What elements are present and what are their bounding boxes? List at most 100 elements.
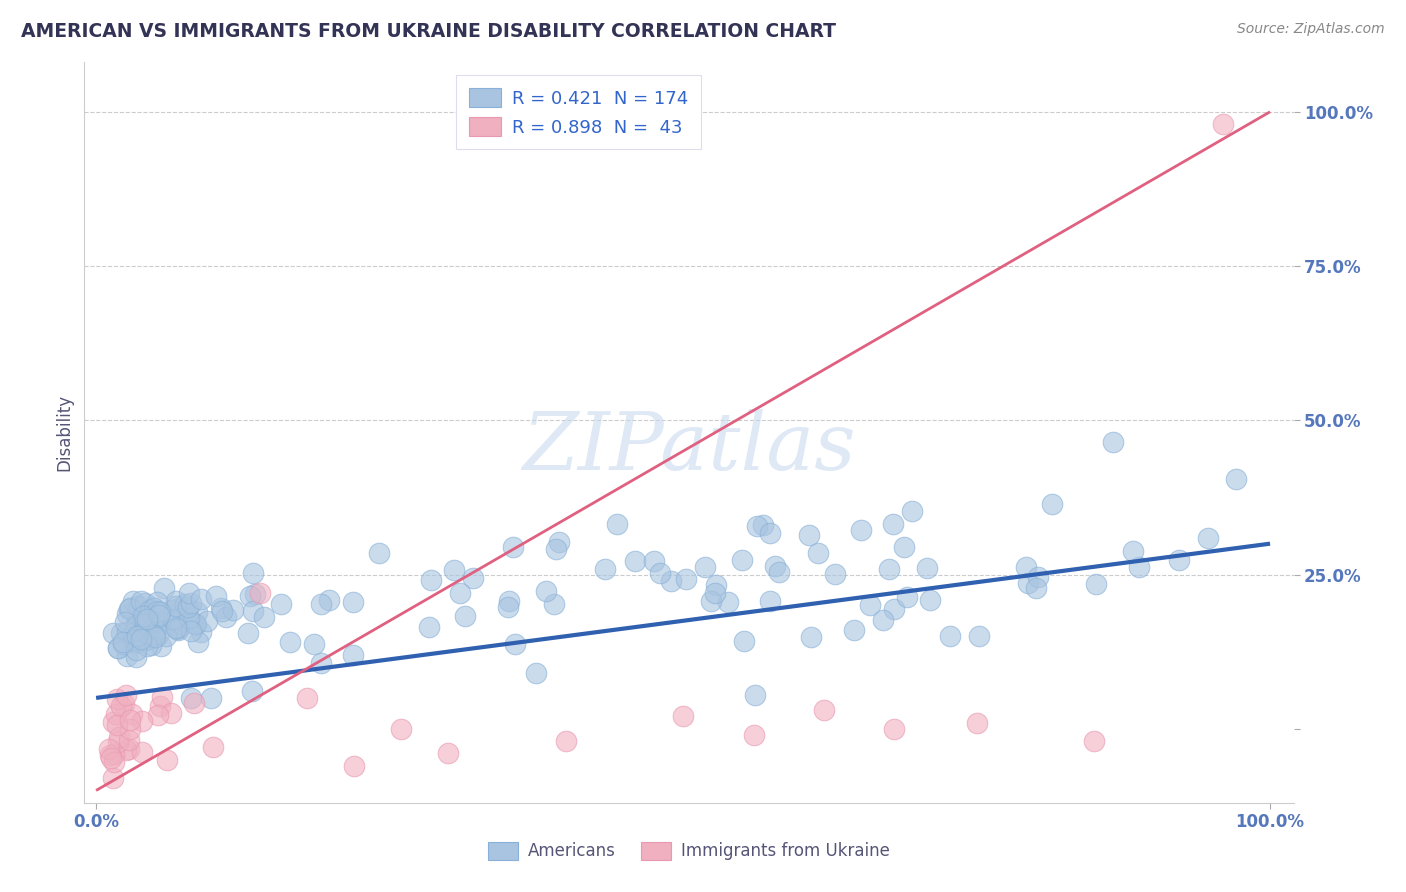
- Point: [797, 528, 820, 542]
- Point: [643, 554, 665, 568]
- Point: [132, 608, 155, 623]
- Point: [134, 632, 156, 647]
- Point: [180, 690, 202, 705]
- Point: [389, 722, 412, 736]
- Point: [107, 735, 129, 749]
- Point: [704, 577, 727, 591]
- Point: [160, 706, 183, 721]
- Point: [915, 561, 938, 575]
- Point: [496, 599, 519, 614]
- Point: [209, 601, 232, 615]
- Point: [309, 598, 332, 612]
- Point: [124, 642, 146, 657]
- Point: [143, 631, 166, 645]
- Point: [131, 745, 153, 759]
- Point: [121, 706, 143, 721]
- Point: [101, 626, 124, 640]
- Point: [367, 546, 389, 560]
- Point: [717, 595, 740, 609]
- Point: [131, 593, 153, 607]
- Point: [1122, 544, 1144, 558]
- Point: [167, 621, 190, 635]
- Point: [105, 718, 128, 732]
- Point: [120, 601, 142, 615]
- Point: [202, 740, 225, 755]
- Text: Source: ZipAtlas.com: Source: ZipAtlas.com: [1237, 22, 1385, 37]
- Point: [107, 692, 129, 706]
- Text: ZIPatlas: ZIPatlas: [522, 409, 856, 486]
- Point: [240, 684, 263, 698]
- Point: [132, 613, 155, 627]
- Point: [146, 628, 169, 642]
- Point: [184, 617, 207, 632]
- Point: [190, 591, 212, 606]
- Point: [107, 640, 129, 655]
- Point: [699, 593, 721, 607]
- Point: [872, 613, 894, 627]
- Point: [200, 690, 222, 705]
- Point: [842, 623, 865, 637]
- Point: [883, 601, 905, 615]
- Point: [124, 633, 146, 648]
- Point: [813, 703, 835, 717]
- Point: [693, 559, 716, 574]
- Point: [675, 572, 697, 586]
- Point: [103, 714, 125, 729]
- Point: [318, 593, 340, 607]
- Point: [167, 624, 190, 638]
- Point: [124, 620, 146, 634]
- Point: [112, 697, 135, 711]
- Point: [139, 639, 162, 653]
- Point: [463, 571, 485, 585]
- Point: [98, 742, 121, 756]
- Point: [129, 632, 152, 647]
- Point: [174, 597, 197, 611]
- Point: [1025, 581, 1047, 595]
- Point: [859, 598, 882, 612]
- Point: [98, 748, 121, 763]
- Point: [1212, 117, 1234, 131]
- Point: [883, 722, 905, 736]
- Point: [204, 589, 226, 603]
- Point: [768, 565, 790, 579]
- Point: [342, 594, 364, 608]
- Point: [650, 566, 672, 580]
- Point: [129, 626, 152, 640]
- Point: [896, 591, 918, 605]
- Point: [124, 635, 146, 649]
- Point: [1128, 560, 1150, 574]
- Point: [704, 585, 727, 599]
- Point: [122, 594, 145, 608]
- Point: [120, 722, 142, 736]
- Point: [121, 625, 143, 640]
- Point: [179, 610, 201, 624]
- Point: [969, 628, 991, 642]
- Point: [166, 622, 188, 636]
- Point: [117, 649, 139, 664]
- Point: [180, 596, 202, 610]
- Point: [624, 554, 647, 568]
- Point: [752, 518, 775, 533]
- Point: [1168, 552, 1191, 566]
- Point: [124, 623, 146, 637]
- Point: [177, 586, 200, 600]
- Point: [524, 665, 547, 680]
- Point: [100, 751, 122, 765]
- Point: [114, 615, 136, 629]
- Point: [165, 614, 187, 628]
- Point: [138, 632, 160, 647]
- Point: [124, 621, 146, 635]
- Point: [135, 612, 157, 626]
- Point: [148, 608, 170, 623]
- Text: AMERICAN VS IMMIGRANTS FROM UKRAINE DISABILITY CORRELATION CHART: AMERICAN VS IMMIGRANTS FROM UKRAINE DISA…: [21, 22, 837, 41]
- Point: [134, 616, 156, 631]
- Point: [127, 599, 149, 614]
- Point: [149, 639, 172, 653]
- Point: [146, 618, 169, 632]
- Point: [145, 622, 167, 636]
- Point: [135, 639, 157, 653]
- Point: [108, 730, 131, 744]
- Point: [733, 634, 755, 648]
- Point: [1017, 576, 1039, 591]
- Y-axis label: Disability: Disability: [55, 394, 73, 471]
